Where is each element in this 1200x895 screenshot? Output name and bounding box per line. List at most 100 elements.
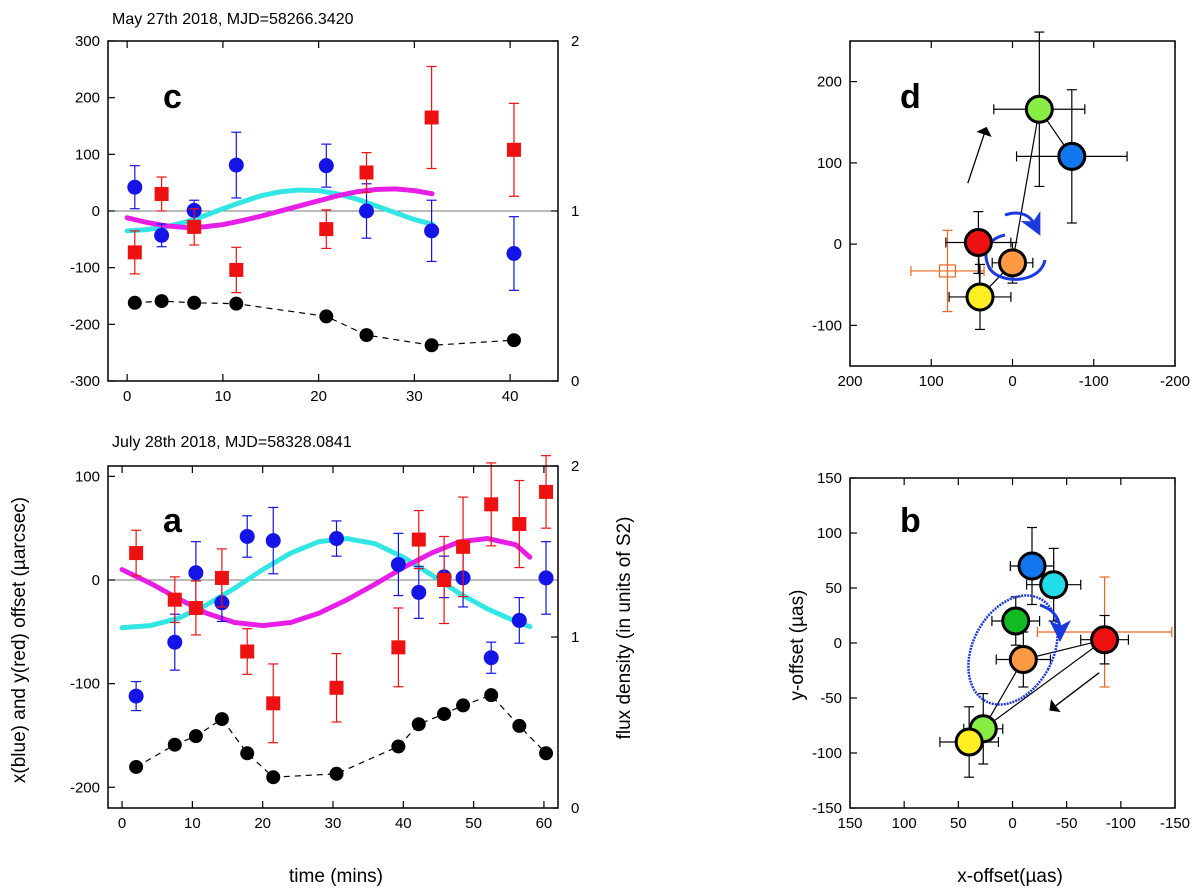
panel-a-y-offset-point (167, 592, 182, 607)
panel-a-flux-point (188, 729, 203, 744)
panel-c-y-offset-point (506, 142, 521, 157)
panel-c-ytick-label: 100 (75, 146, 100, 163)
panel-b-ytick-label: 50 (825, 580, 842, 597)
panel-c-flux-point (319, 309, 334, 324)
panel-d-orbit-arrow (1004, 211, 1041, 236)
panel-d-ytick-label: -100 (812, 317, 842, 334)
panel-c-y-offset-point (359, 165, 374, 180)
panel-c-flux-point (154, 294, 169, 309)
panel-c-x-offset-point (228, 157, 244, 173)
panel-c-xtick-label: 20 (310, 388, 327, 405)
panel-b-orbit-arrow (1039, 603, 1071, 642)
panel-b-ytick-label: 150 (817, 470, 842, 487)
panel-a-xtick-label: 60 (536, 815, 553, 832)
panel-a-ytick-label: 0 (92, 572, 100, 589)
panel-c-xtick-label: 30 (406, 388, 423, 405)
panel-a-x-offset-point (411, 584, 427, 600)
panel-c-ytick-right-label: 1 (571, 203, 579, 220)
panel-a-x-offset-point (390, 556, 406, 572)
panel-b-position-point (1039, 570, 1069, 600)
panel-a-label: a (163, 502, 183, 540)
panel-a-flux-point (329, 766, 344, 781)
panel-a-y-offset-point (188, 600, 203, 615)
panel-c-flux-point (127, 295, 142, 310)
panel-a-x-offset-point (128, 688, 144, 704)
panel-b-motion-arrow-shaft (1055, 672, 1100, 707)
panel-a-x-offset-point (239, 528, 255, 544)
panel-a-xtick-label: 40 (395, 815, 412, 832)
panel-a-flux-point (240, 746, 255, 761)
panel-d-orange-marker (938, 264, 957, 278)
panel-a-xtick-label: 50 (465, 815, 482, 832)
panel-a-y-offset-point (456, 539, 471, 554)
panel-c-flux-point (506, 333, 521, 348)
panel-c-x-offset-point (154, 227, 170, 243)
panel-c-flux-point (424, 338, 439, 353)
panel-a-x-offset-point (167, 634, 183, 650)
panel-a-flux-point (411, 717, 426, 732)
panel-d-xtick-label: 200 (837, 373, 862, 390)
panel-c-flux-point (187, 295, 202, 310)
panel-a-x-offset-point (265, 533, 281, 549)
panel-c-xtick-label: 10 (215, 388, 232, 405)
panel-d-xtick-label: -200 (1160, 373, 1190, 390)
panel-d-ytick-label: 200 (817, 74, 842, 91)
panel-b-xtick-label: 0 (1008, 815, 1016, 832)
panel-b-position-point (954, 727, 984, 757)
panel-a-y-offset-point (214, 570, 229, 585)
panel-b-xtick-label: 100 (892, 815, 917, 832)
panel-a-ytick-label: 100 (75, 468, 100, 485)
panel-d-position-point (998, 248, 1027, 278)
panel-b-ytick-label: -100 (812, 745, 842, 762)
panel-c-x-model-curve (124, 187, 437, 234)
panel-d-frame (849, 40, 1176, 367)
panel-a-y-offset-point (266, 696, 281, 711)
panel-a-x-offset-point (538, 570, 554, 586)
panel-c-x-offset-point (424, 223, 440, 239)
panel-c-y-offset-point (319, 222, 334, 237)
panel-a-flux-point (391, 739, 406, 754)
panel-c-ytick-label: 200 (75, 90, 100, 107)
panel-d-position-point (1024, 94, 1054, 124)
panel-b-position-point (1090, 625, 1120, 655)
panel-b-track-line (982, 639, 1105, 730)
panel-a-flux-point (167, 737, 182, 752)
panel-b-xtick-label: 50 (950, 815, 967, 832)
panel-a-flux-point (456, 698, 471, 713)
panel-a-flux-point (484, 688, 499, 703)
panel-c-ytick-right-label: 0 (571, 373, 579, 390)
panel-a-y-offset-point (129, 546, 144, 561)
panel-a-y-offset-point (512, 517, 527, 532)
panel-a-flux-point (129, 759, 144, 774)
panel-b-orbit-loop (967, 594, 1059, 706)
panel-a-y-offset-point (484, 497, 499, 512)
panel-a-y-offset-point (240, 644, 255, 659)
panel-a-xtick-label: 20 (254, 815, 271, 832)
panel-b-xtick-label: -100 (1106, 815, 1136, 832)
panel-d-label: d (900, 78, 921, 116)
panel-a-xtick-label: 30 (325, 815, 342, 832)
panel-a-title: July 28th 2018, MJD=58328.0841 (112, 434, 352, 451)
panel-b-motion-arrow-head (1049, 699, 1061, 713)
panel-c-y-offset-point (154, 187, 169, 201)
panel-a-y-offset-point (391, 640, 406, 655)
panel-a-flux-point (512, 718, 527, 733)
panel-b-frame (849, 477, 1176, 809)
panel-c-ytick-right-label: 2 (571, 33, 579, 50)
panel-b-xtick-label: 150 (837, 815, 862, 832)
panel-c-x-offset-point (506, 246, 522, 261)
panel-a-xtick-label: 10 (184, 815, 201, 832)
panel-b-ytick-label: 0 (834, 635, 842, 652)
panel-a-x-offset-point (188, 565, 204, 581)
panel-d-motion-arrow-head (976, 126, 992, 137)
panel-c-y-offset-point (229, 262, 244, 277)
panel-c-x-offset-point (318, 158, 334, 174)
panel-c-title: May 27th 2018, MJD=58266.3420 (112, 11, 354, 28)
panel-c-ytick-label: -200 (70, 316, 100, 333)
panel-a-xtick-label: 0 (118, 815, 126, 832)
panel-d-position-point (963, 228, 993, 257)
panel-c-flux-line (134, 300, 514, 346)
panel-d-ytick-label: 0 (834, 236, 842, 253)
panel-d-xtick-label: 100 (919, 373, 944, 390)
